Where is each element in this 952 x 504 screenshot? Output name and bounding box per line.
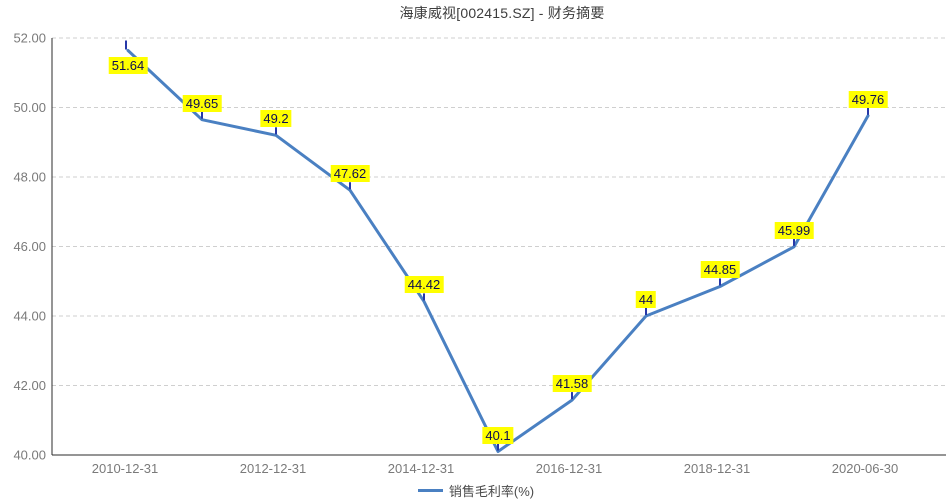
y-tick-label: 48.00 [13,170,46,185]
point-value-label: 49.65 [182,94,222,112]
x-tick-label: 2012-12-31 [240,461,307,476]
legend-item-gross-margin[interactable]: 销售毛利率(%) [417,481,535,500]
series-line [126,49,870,453]
point-value-label: 49.76 [848,90,888,108]
x-tick-label: 2014-12-31 [388,461,455,476]
y-tick-label: 40.00 [13,448,46,463]
point-value-label: 47.62 [330,165,370,183]
point-value-label: 40.1 [482,426,514,444]
point-value-label: 45.99 [774,221,814,239]
legend-line-icon [417,489,443,492]
point-value-label: 49.2 [260,110,292,128]
point-value-label: 41.58 [552,375,592,393]
x-tick-label: 2018-12-31 [684,461,751,476]
legend: 销售毛利率(%) [0,481,952,500]
legend-label: 销售毛利率(%) [448,484,535,499]
x-tick-label: 2020-06-30 [832,461,899,476]
y-tick-label: 50.00 [13,100,46,115]
point-value-label: 51.64 [108,56,148,74]
y-tick-label: 52.00 [13,31,46,46]
point-value-label: 44 [635,291,657,308]
x-tick-label: 2016-12-31 [536,461,603,476]
y-tick-label: 42.00 [13,378,46,393]
chart-title: 海康威视[002415.SZ] - 财务摘要 [399,5,605,21]
point-value-label: 44.85 [700,261,740,279]
y-tick-label: 46.00 [13,239,46,254]
x-tick-label: 2010-12-31 [92,461,159,476]
y-tick-label: 44.00 [13,309,46,324]
point-value-label: 44.42 [404,276,444,294]
